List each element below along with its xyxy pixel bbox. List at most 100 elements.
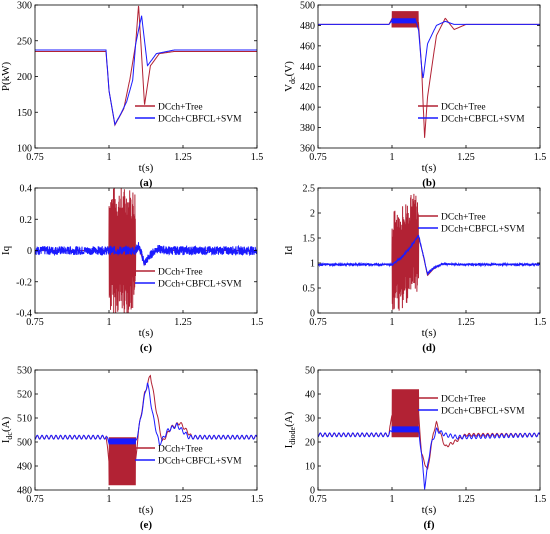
- y-tick-label: 490: [17, 462, 32, 473]
- plot-frame: [317, 4, 541, 149]
- series-line: [35, 15, 257, 126]
- y-tick-label: -0.4: [16, 309, 32, 320]
- legend: DCch+Tree DCch+CBFCL+SVM: [418, 213, 525, 235]
- legend-label: DCch+CBFCL+SVM: [158, 457, 242, 467]
- x-tick-label: 1.25: [457, 494, 475, 505]
- y-tick-label: 200: [17, 72, 32, 83]
- y-tick-label: 500: [300, 1, 315, 12]
- y-tick-label: 2: [310, 209, 315, 220]
- legend-label: DCch+Tree: [158, 445, 203, 455]
- plot-frame: [317, 369, 541, 491]
- y-tick-label: 2.5: [303, 184, 316, 195]
- y-tick-label: 530: [17, 366, 32, 377]
- x-axis-label: t(s): [422, 327, 437, 339]
- y-tick-label: 400: [300, 103, 315, 114]
- x-tick-label: 1: [390, 317, 395, 328]
- x-tick-label: 1.5: [534, 152, 547, 163]
- series-line: [318, 426, 540, 490]
- x-tick-label: 1.25: [457, 317, 475, 328]
- series-line: [35, 242, 257, 267]
- y-tick-label: 0.2: [20, 215, 33, 226]
- y-tick-label: 0.4: [20, 184, 33, 195]
- x-tick-label: 1: [107, 494, 112, 505]
- y-tick-label: 460: [300, 41, 315, 52]
- series-a-tree: [35, 5, 257, 127]
- series-c-svm: [35, 242, 257, 267]
- y-axis-label: Idiode(A): [283, 411, 297, 448]
- y-tick-label: 420: [300, 82, 315, 93]
- x-tick-label: 0.75: [309, 317, 327, 328]
- series-line: [318, 193, 540, 311]
- y-tick-label: 0: [27, 246, 32, 257]
- panel-d: 0.75 1 1.25 1.5 0 0.5 1 1.5 2 2.5 t(s) (d) Id DCch+Tr…: [283, 184, 546, 355]
- y-tick-label: 480: [17, 486, 32, 497]
- plot-frame: [34, 369, 258, 491]
- y-tick-label: 480: [300, 21, 315, 32]
- panel-f: 0.75 1 1.25 1.5 0 10 20 30 40 50 t(s) (f) Idiode(A) D…: [283, 366, 546, 532]
- panel-label: (a): [140, 177, 153, 189]
- legend: DCch+Tree DCch+CBFCL+SVM: [418, 103, 525, 125]
- legend-label: DCch+Tree: [158, 103, 203, 113]
- y-tick-label: 0: [310, 486, 315, 497]
- legend-label: DCch+Tree: [158, 268, 203, 278]
- series-line: [35, 382, 257, 446]
- legend: DCch+Tree DCch+CBFCL+SVM: [135, 445, 242, 467]
- x-tick-label: 1.25: [174, 317, 192, 328]
- y-tick-label: 440: [300, 62, 315, 73]
- legend-label: DCch+CBFCL+SVM: [158, 115, 242, 125]
- panel-label: (d): [422, 342, 436, 354]
- x-tick-label: 1: [107, 317, 112, 328]
- y-axis-label: Iq: [0, 245, 12, 255]
- legend-label: DCch+CBFCL+SVM: [441, 115, 525, 125]
- x-tick-label: 0.75: [309, 152, 327, 163]
- x-axis-label: t(s): [139, 162, 154, 174]
- series-d-tree: [318, 193, 540, 311]
- y-tick-label: 510: [17, 414, 32, 425]
- y-tick-label: 300: [17, 1, 32, 12]
- legend-label: DCch+Tree: [441, 213, 486, 223]
- y-tick-label: 20: [305, 438, 315, 449]
- x-tick-label: 0.75: [309, 494, 327, 505]
- y-tick-label: 10: [305, 462, 315, 473]
- legend: DCch+Tree DCch+CBFCL+SVM: [135, 103, 242, 125]
- panel-a: 0.75 1 1.25 1.5 100 150 200 250 300 t(s) (a) P(kW) D…: [0, 1, 263, 190]
- y-tick-label: 50: [305, 366, 315, 377]
- panel-label: (f): [424, 519, 435, 531]
- x-axis-label: t(s): [139, 504, 154, 516]
- series-line: [318, 18, 540, 79]
- legend-label: DCch+CBFCL+SVM: [441, 225, 525, 235]
- plot-frame: [34, 4, 258, 149]
- y-tick-label: 520: [17, 390, 32, 401]
- series-b-svm: [318, 18, 540, 79]
- x-axis-label: t(s): [139, 327, 154, 339]
- series-line: [318, 234, 540, 276]
- series-e-tree: [35, 374, 257, 486]
- y-tick-label: 100: [17, 144, 32, 155]
- x-tick-label: 1: [390, 152, 395, 163]
- y-tick-label: 40: [305, 390, 315, 401]
- series-a-svm: [35, 15, 257, 126]
- panel-e: 0.75 1 1.25 1.5 480 490 500 510 520 530 t(s) (e) Idc…: [0, 366, 263, 532]
- series-f-svm: [318, 426, 540, 490]
- panel-b: 0.75 1 1.25 1.5 360 380 400 420 440 460 480 500 t(s)…: [283, 1, 546, 190]
- x-tick-label: 1: [390, 494, 395, 505]
- y-tick-label: 360: [300, 144, 315, 155]
- y-axis-label: Vdc(V): [283, 61, 297, 92]
- x-tick-label: 0.75: [26, 317, 44, 328]
- x-tick-label: 1.5: [251, 494, 264, 505]
- y-tick-label: -0.2: [16, 277, 32, 288]
- x-tick-label: 1.5: [534, 494, 547, 505]
- y-tick-label: 1.5: [303, 234, 316, 245]
- legend: DCch+Tree DCch+CBFCL+SVM: [135, 268, 242, 290]
- y-tick-label: 250: [17, 36, 32, 47]
- x-tick-label: 1.5: [534, 317, 547, 328]
- series-line: [35, 5, 257, 127]
- y-axis-label: Id: [283, 245, 295, 255]
- legend-label: DCch+CBFCL+SVM: [441, 407, 525, 417]
- y-axis-label: Idc(A): [0, 416, 14, 443]
- series-line: [35, 374, 257, 486]
- legend-label: DCch+Tree: [441, 395, 486, 405]
- y-tick-label: 150: [17, 108, 32, 119]
- legend: DCch+Tree DCch+CBFCL+SVM: [418, 395, 525, 417]
